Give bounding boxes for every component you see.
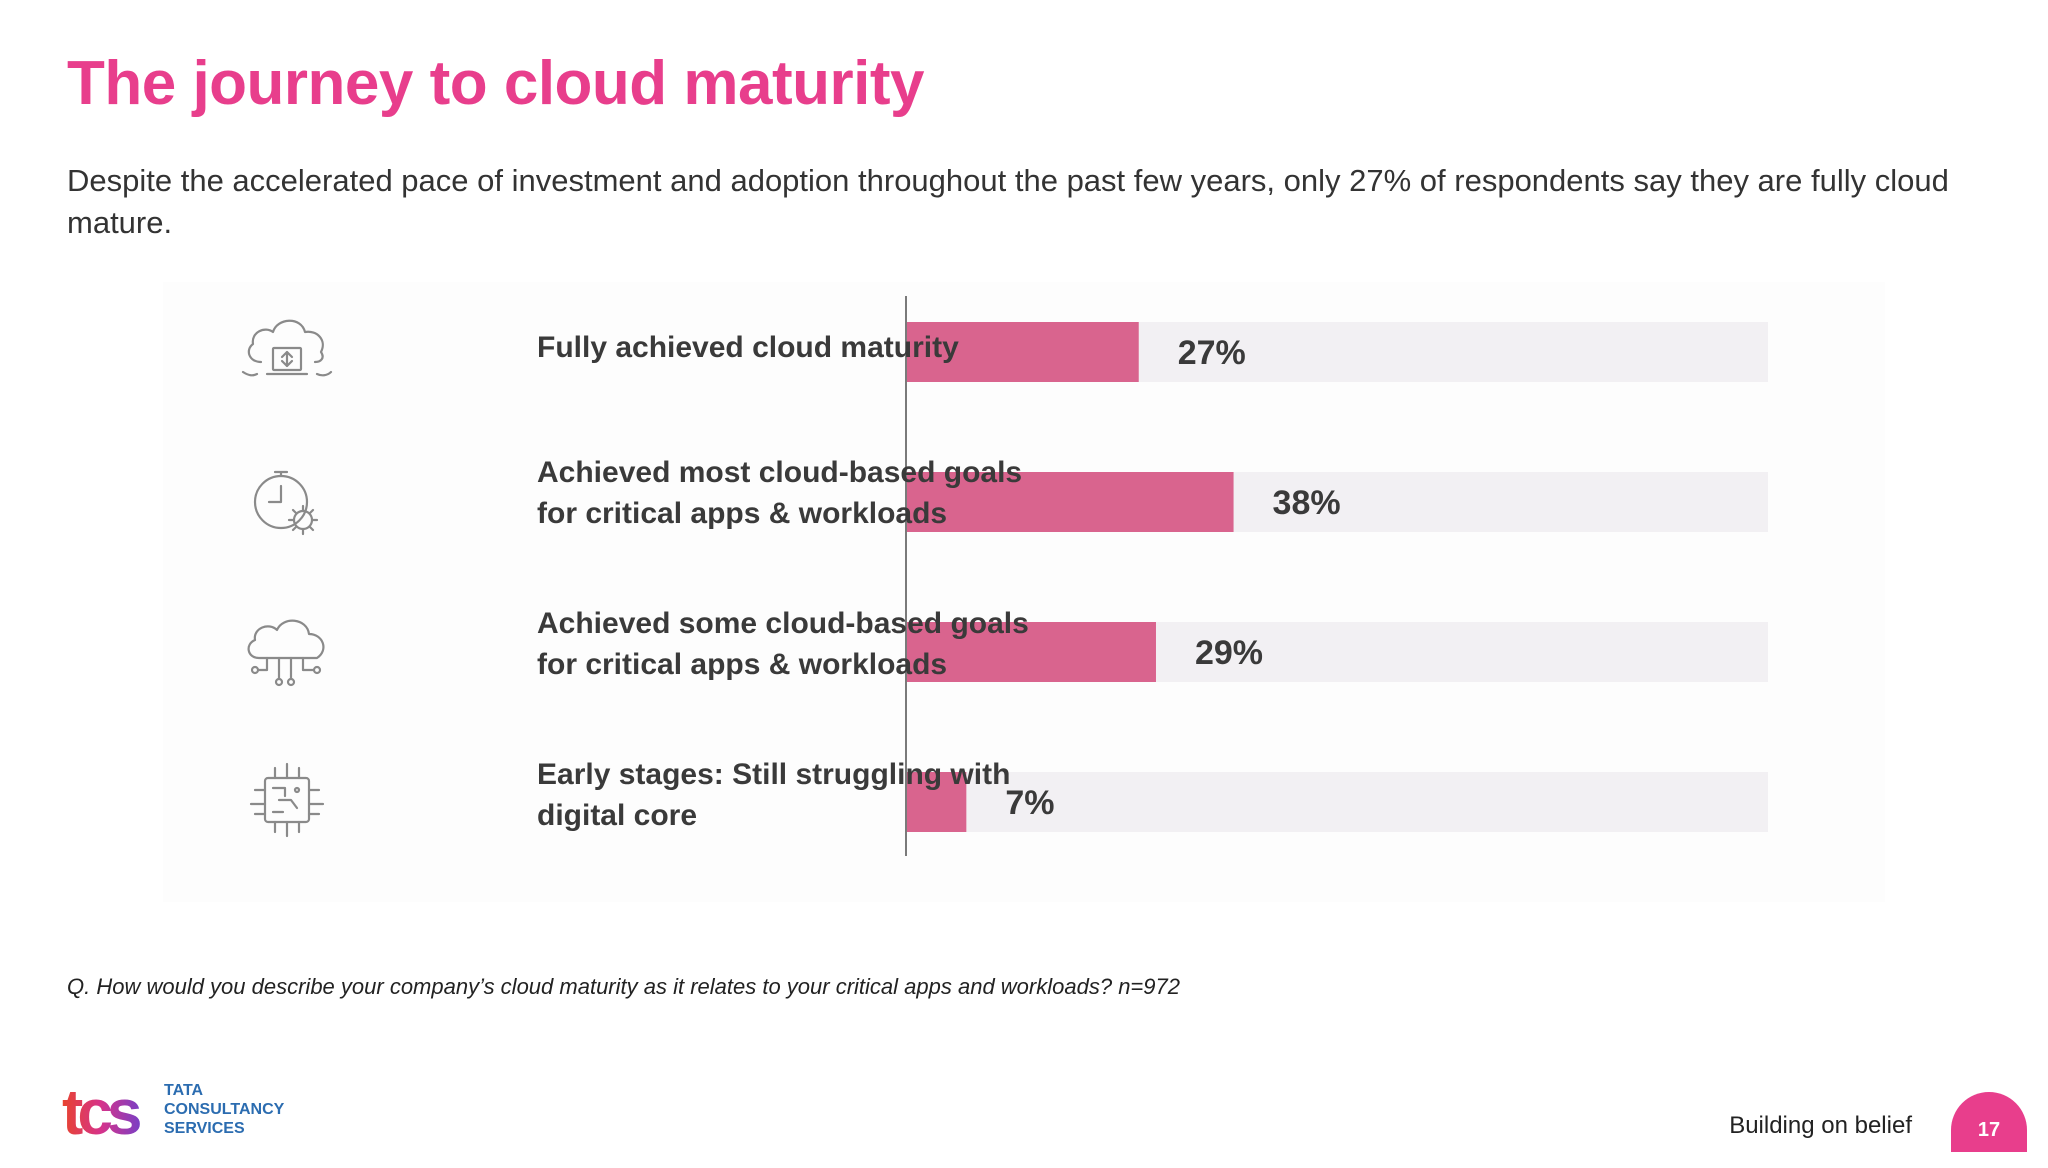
- category-label-fully-achieved: Fully achieved cloud maturity: [537, 331, 959, 364]
- category-label-early-stages: Early stages: Still struggling with digi…: [537, 758, 1011, 832]
- cloud-network-icon: [247, 619, 325, 687]
- chart-panel: 27% 38% 29% 7%: [163, 282, 1885, 902]
- stopwatch-gear-icon: [253, 470, 319, 536]
- tcs-logo: tcs: [62, 1080, 146, 1146]
- cloud-laptop-icon: [241, 319, 333, 377]
- page-number: 17: [1951, 1092, 2027, 1152]
- page-title: The journey to cloud maturity: [67, 49, 925, 118]
- value-label-fully-achieved: 27%: [1178, 334, 1246, 372]
- value-label-some-goals: 29%: [1195, 634, 1263, 672]
- category-label-some-goals: Achieved some cloud-based goals for crit…: [537, 607, 1029, 681]
- survey-footnote: Q. How would you describe your company’s…: [67, 974, 1180, 999]
- tagline: Building on belief: [1729, 1112, 1912, 1139]
- bar-some-goals: [906, 622, 1156, 682]
- value-label-most-goals: 38%: [1273, 484, 1341, 522]
- chip-icon: [249, 762, 325, 838]
- tcs-logo-wordmark: TATA CONSULTANCY SERVICES: [164, 1082, 285, 1137]
- bar-track-early-stages: [906, 772, 1768, 832]
- category-label-most-goals: Achieved most cloud-based goals for crit…: [537, 456, 1023, 530]
- value-label-early-stages: 7%: [1005, 784, 1054, 822]
- bar-early-stages: [906, 772, 967, 832]
- bar-chart: 27% 38% 29% 7%: [905, 296, 1768, 856]
- bar-most-goals: [906, 472, 1234, 532]
- bar-fully-achieved: [906, 322, 1139, 382]
- page-subtitle: Despite the accelerated pace of investme…: [67, 163, 1949, 240]
- svg-text:tcs: tcs: [62, 1080, 140, 1146]
